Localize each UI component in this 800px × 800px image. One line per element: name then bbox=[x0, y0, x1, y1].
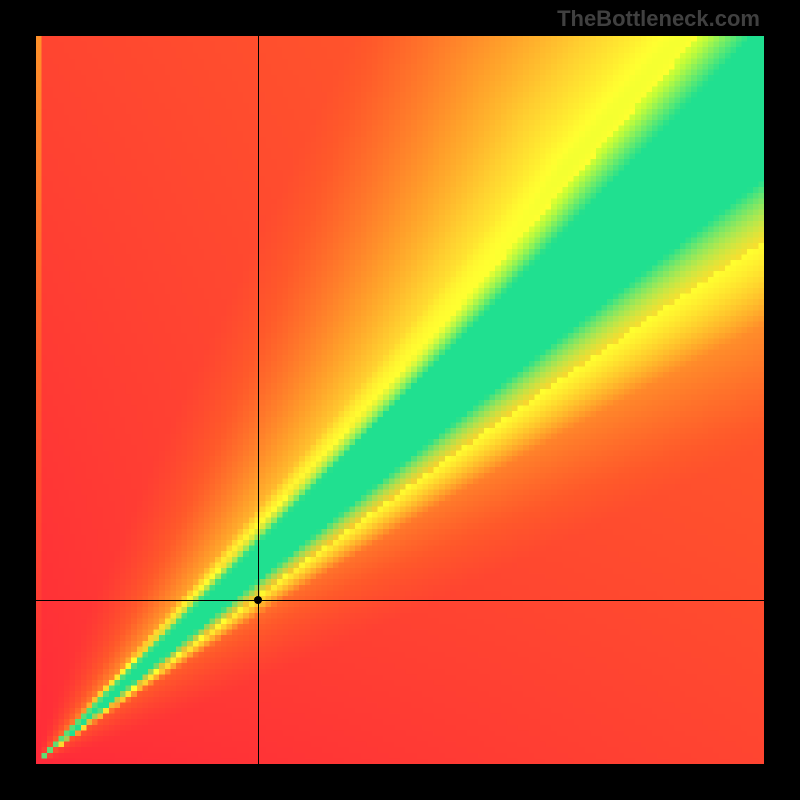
crosshair-vertical bbox=[258, 36, 259, 764]
attribution-label: TheBottleneck.com bbox=[557, 6, 760, 32]
bottleneck-heatmap bbox=[36, 36, 764, 764]
chart-container: TheBottleneck.com bbox=[0, 0, 800, 800]
crosshair-horizontal bbox=[36, 600, 764, 601]
crosshair-marker bbox=[254, 596, 262, 604]
